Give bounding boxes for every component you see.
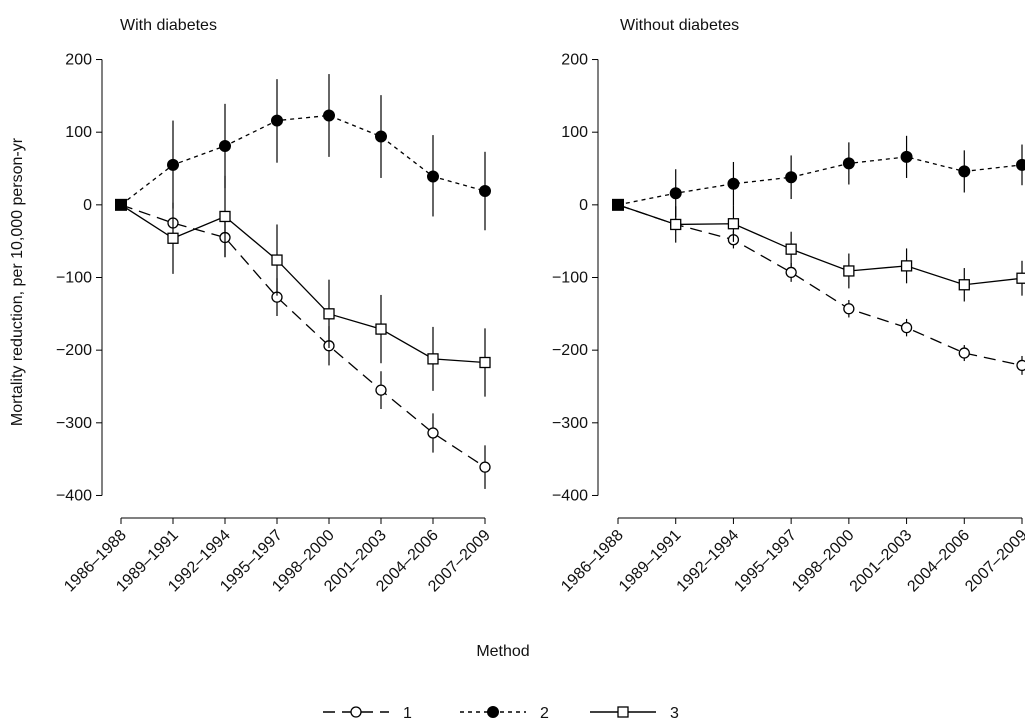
y-tick-label: −400 bbox=[552, 487, 588, 504]
data-point bbox=[669, 187, 682, 200]
data-point bbox=[1016, 359, 1025, 372]
data-point bbox=[271, 254, 283, 266]
data-point bbox=[958, 279, 970, 291]
y-tick-label: 0 bbox=[83, 197, 92, 214]
data-point bbox=[271, 114, 283, 127]
series-line bbox=[120, 204, 486, 364]
y-tick-label: −400 bbox=[56, 487, 92, 504]
series-1 bbox=[617, 204, 1025, 375]
data-point bbox=[958, 347, 970, 359]
data-point bbox=[479, 356, 491, 369]
data-point bbox=[219, 210, 231, 223]
legend-entry-2: 2 bbox=[460, 705, 549, 722]
y-axis-label: Mortality reduction, per 10,000 person-y… bbox=[9, 137, 26, 426]
data-point bbox=[375, 384, 387, 396]
x-tick-label: 2007–2009 bbox=[962, 527, 1025, 596]
series-3 bbox=[617, 204, 1025, 302]
legend-marker bbox=[617, 706, 629, 718]
y-tick-label: 200 bbox=[65, 52, 92, 69]
baseline-point bbox=[115, 198, 127, 211]
data-point bbox=[219, 139, 231, 152]
panel-with-diabetes: With diabetes −400−300−200−1000100200198… bbox=[56, 17, 494, 595]
y-tick-label: 100 bbox=[65, 124, 92, 141]
data-point bbox=[375, 323, 387, 335]
data-point bbox=[842, 157, 855, 170]
data-point bbox=[843, 265, 855, 277]
series-1 bbox=[120, 204, 491, 489]
data-point bbox=[1016, 158, 1025, 171]
panel-title: With diabetes bbox=[120, 17, 217, 34]
legend-marker bbox=[487, 706, 499, 718]
data-point bbox=[427, 353, 439, 365]
data-point bbox=[479, 461, 491, 473]
series-2 bbox=[617, 135, 1025, 218]
legend-label: 1 bbox=[403, 705, 412, 722]
data-point bbox=[727, 218, 740, 230]
y-tick-label: −200 bbox=[56, 342, 92, 359]
legend-label: 3 bbox=[670, 705, 679, 722]
panel-title: Without diabetes bbox=[620, 17, 739, 34]
data-point bbox=[900, 321, 913, 334]
data-point bbox=[375, 130, 387, 143]
data-point bbox=[427, 427, 439, 439]
data-point bbox=[670, 218, 682, 231]
data-point bbox=[843, 303, 855, 315]
y-tick-label: −100 bbox=[56, 270, 92, 287]
y-tick-label: 100 bbox=[561, 124, 588, 141]
data-point bbox=[323, 308, 335, 320]
series-line bbox=[120, 114, 486, 206]
series-line bbox=[617, 204, 1023, 286]
y-tick-label: 0 bbox=[579, 197, 588, 214]
data-point bbox=[900, 150, 913, 163]
data-point bbox=[479, 185, 491, 198]
legend-entry-1: 1 bbox=[323, 705, 412, 722]
data-point bbox=[1016, 272, 1025, 284]
data-point bbox=[167, 158, 179, 171]
legend-marker bbox=[350, 706, 362, 718]
y-tick-label: −300 bbox=[552, 415, 588, 432]
series-line bbox=[617, 204, 1023, 367]
data-point bbox=[785, 171, 798, 184]
data-point bbox=[900, 260, 913, 272]
legend: 1 2 3 bbox=[323, 705, 679, 722]
baseline-point bbox=[612, 198, 624, 211]
y-tick-label: −100 bbox=[552, 270, 588, 287]
y-tick-label: 200 bbox=[561, 52, 588, 69]
data-point bbox=[785, 266, 797, 279]
y-tick-label: −200 bbox=[552, 342, 588, 359]
legend-label: 2 bbox=[540, 705, 549, 722]
data-point bbox=[323, 109, 335, 122]
data-point bbox=[167, 232, 179, 244]
legend-entry-3: 3 bbox=[590, 705, 679, 722]
x-axis-label: Method bbox=[476, 643, 529, 660]
data-point bbox=[427, 170, 439, 183]
y-tick-label: −300 bbox=[56, 415, 92, 432]
series-2 bbox=[120, 74, 491, 231]
data-point bbox=[958, 165, 971, 178]
data-point bbox=[727, 177, 740, 190]
panel-without-diabetes: Without diabetes −400 −300 −200 −100 0 100 200… bbox=[552, 17, 1025, 595]
series-3 bbox=[120, 175, 491, 397]
data-point bbox=[785, 243, 797, 255]
series-line bbox=[120, 204, 486, 468]
